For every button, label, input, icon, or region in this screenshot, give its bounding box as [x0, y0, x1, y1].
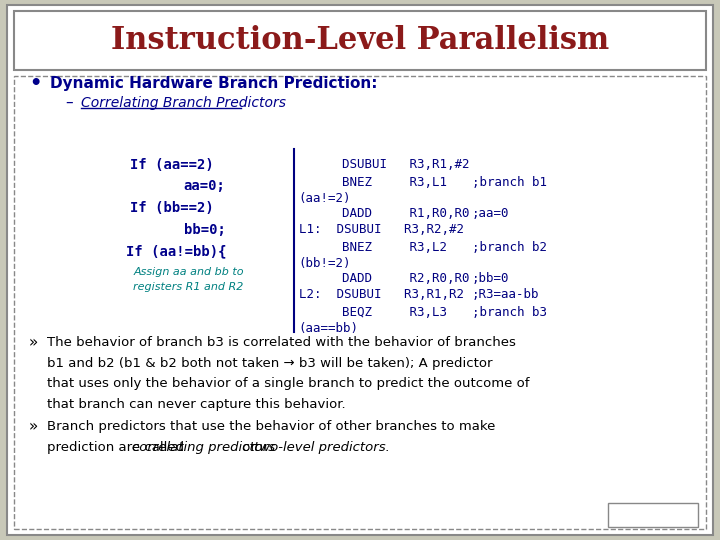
Text: –: –: [65, 95, 73, 110]
Text: (aa!=2): (aa!=2): [299, 192, 351, 205]
Text: ;branch b3: ;branch b3: [472, 306, 546, 319]
Text: Branch predictors that use the behavior of other branches to make: Branch predictors that use the behavior …: [47, 420, 495, 433]
Text: bb=0;: bb=0;: [184, 222, 225, 237]
Text: BNEZ     R3,L2: BNEZ R3,L2: [342, 241, 447, 254]
Text: DSUBUI   R3,R1,#2: DSUBUI R3,R1,#2: [342, 158, 469, 171]
Text: Assign aa and bb to: Assign aa and bb to: [133, 267, 243, 276]
Text: »: »: [29, 419, 38, 434]
Text: DADD     R2,R0,R0: DADD R2,R0,R0: [342, 272, 469, 285]
Text: Correlating Branch Predictors: Correlating Branch Predictors: [81, 96, 286, 110]
Text: If (bb==2): If (bb==2): [130, 201, 213, 215]
Text: BEQZ     R3,L3: BEQZ R3,L3: [342, 306, 447, 319]
Text: ;branch b1: ;branch b1: [472, 176, 546, 189]
Text: Slide 22: Slide 22: [631, 510, 676, 519]
Text: that branch can never capture this behavior.: that branch can never capture this behav…: [47, 398, 346, 411]
Text: (bb!=2): (bb!=2): [299, 257, 351, 270]
Text: that uses only the behavior of a single branch to predict the outcome of: that uses only the behavior of a single …: [47, 377, 529, 390]
Text: (aa==bb): (aa==bb): [299, 322, 359, 335]
Text: two-level predictors.: two-level predictors.: [254, 441, 390, 454]
Text: correlating predictors: correlating predictors: [132, 441, 275, 454]
Text: »: »: [29, 335, 38, 350]
Text: ;aa=0: ;aa=0: [472, 207, 509, 220]
Text: prediction are called: prediction are called: [47, 441, 188, 454]
Text: L1:  DSUBUI   R3,R2,#2: L1: DSUBUI R3,R2,#2: [299, 223, 464, 236]
Text: registers R1 and R2: registers R1 and R2: [133, 282, 243, 292]
Text: DADD     R1,R0,R0: DADD R1,R0,R0: [342, 207, 469, 220]
Text: ;bb=0: ;bb=0: [472, 272, 509, 285]
Text: ;branch b2: ;branch b2: [472, 241, 546, 254]
Text: L2:  DSUBUI   R3,R1,R2: L2: DSUBUI R3,R1,R2: [299, 288, 464, 301]
Text: or: or: [238, 441, 261, 454]
Text: •: •: [29, 74, 41, 93]
Text: Instruction-Level Parallelism: Instruction-Level Parallelism: [111, 25, 609, 56]
Text: BNEZ     R3,L1: BNEZ R3,L1: [342, 176, 447, 189]
Text: b1 and b2 (b1 & b2 both not taken → b3 will be taken); A predictor: b1 and b2 (b1 & b2 both not taken → b3 w…: [47, 357, 492, 370]
Text: ;R3=aa-bb: ;R3=aa-bb: [472, 288, 539, 301]
Text: aa=0;: aa=0;: [184, 179, 225, 193]
Text: Dynamic Hardware Branch Prediction:: Dynamic Hardware Branch Prediction:: [50, 76, 378, 91]
Text: If (aa==2): If (aa==2): [130, 158, 213, 172]
Text: If (aa!=bb){: If (aa!=bb){: [126, 244, 227, 258]
Text: The behavior of branch b3 is correlated with the behavior of branches: The behavior of branch b3 is correlated …: [47, 336, 516, 349]
